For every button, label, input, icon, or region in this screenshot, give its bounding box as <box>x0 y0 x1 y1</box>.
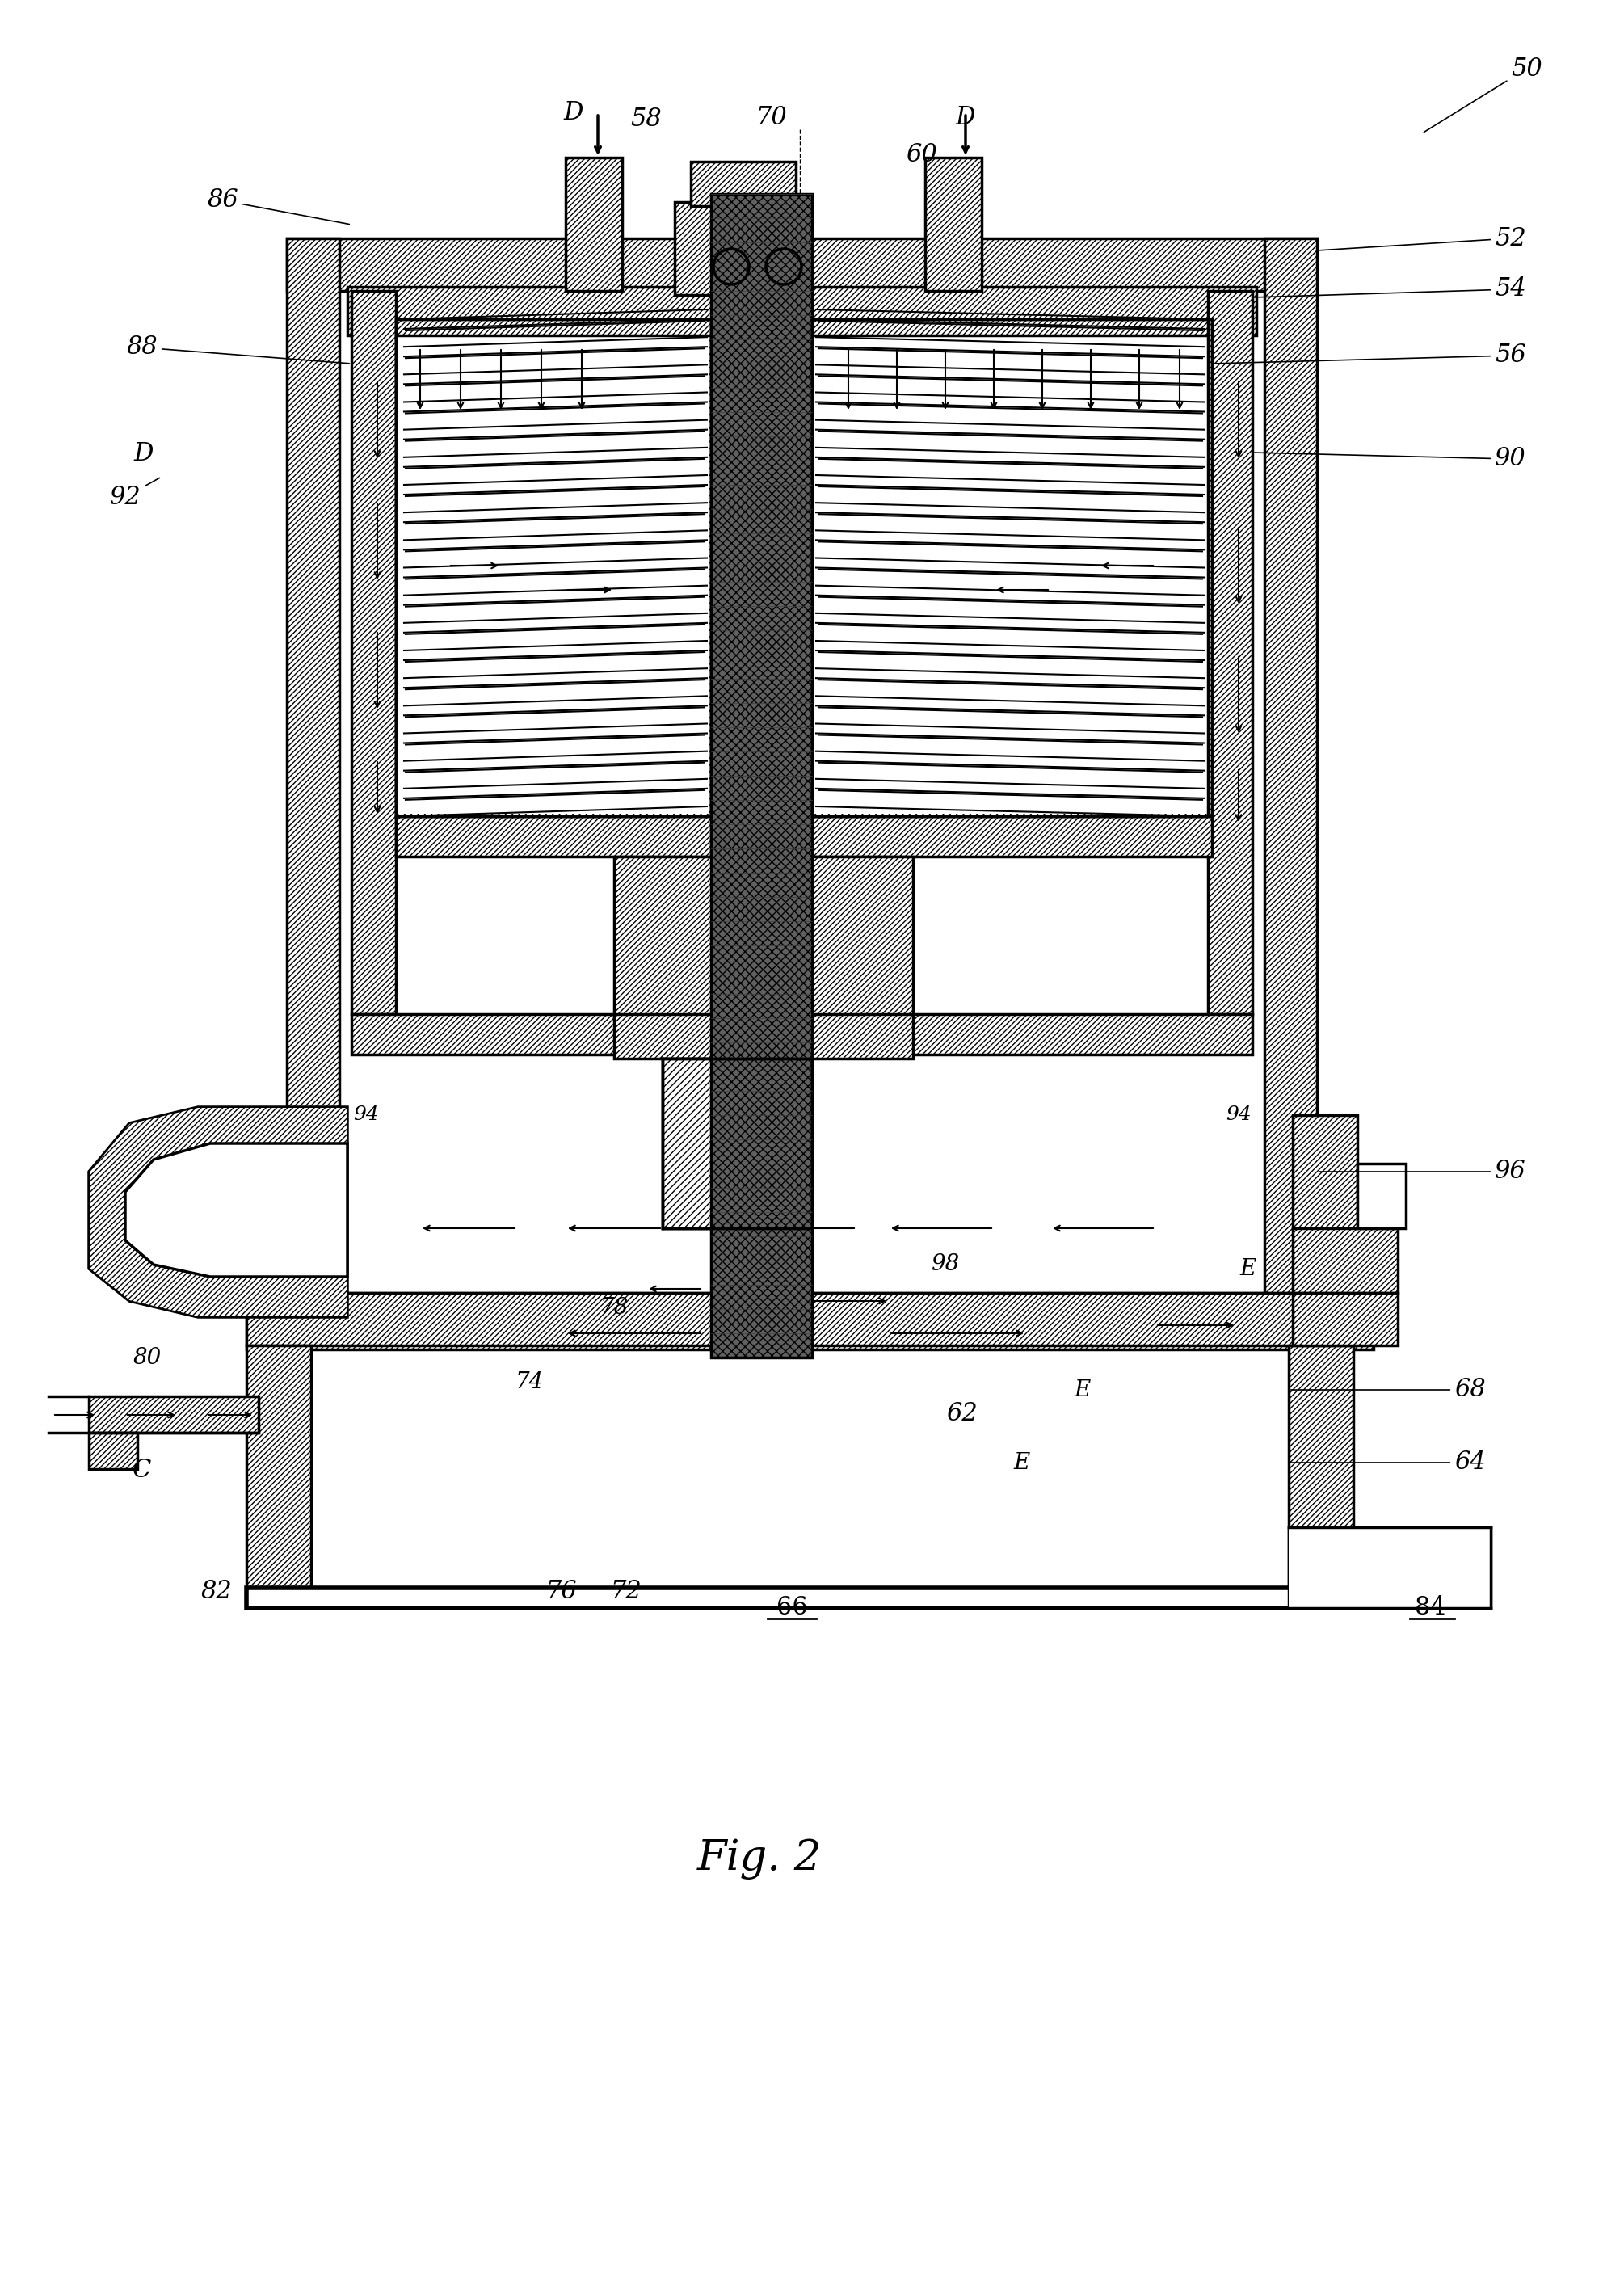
Bar <box>1293 1294 1398 1346</box>
Bar <box>398 322 708 814</box>
Bar <box>247 1294 1374 1349</box>
Polygon shape <box>89 1106 348 1317</box>
Text: 96: 96 <box>1319 1159 1527 1184</box>
Bar <box>926 158 981 290</box>
Text: 54: 54 <box>1255 277 1527 302</box>
Text: D: D <box>955 105 976 130</box>
Bar <box>247 1589 1353 1607</box>
Bar <box>89 1433 138 1470</box>
Bar <box>1293 1116 1358 1228</box>
Bar <box>812 320 1212 816</box>
Text: 78: 78 <box>599 1296 628 1319</box>
Bar <box>1358 1164 1406 1228</box>
Bar <box>614 1015 913 1058</box>
Bar <box>814 322 1210 814</box>
Bar <box>663 1058 812 1228</box>
Bar <box>1208 290 1252 1015</box>
Text: 74: 74 <box>515 1372 544 1392</box>
Text: 80: 80 <box>133 1346 161 1369</box>
Bar <box>812 816 1212 857</box>
Text: 66: 66 <box>776 1596 807 1621</box>
Text: E: E <box>1075 1378 1091 1401</box>
Bar <box>1293 1228 1398 1294</box>
Bar <box>663 1058 812 1228</box>
Text: 68: 68 <box>1291 1378 1486 1401</box>
Bar <box>396 320 711 816</box>
Text: 82: 82 <box>201 1580 232 1605</box>
Bar <box>812 320 1212 816</box>
Text: 98: 98 <box>931 1253 960 1276</box>
Text: 88: 88 <box>127 336 349 363</box>
Text: E: E <box>1013 1452 1030 1474</box>
Bar <box>396 320 711 816</box>
Bar <box>1289 1346 1353 1589</box>
Text: 70: 70 <box>755 105 788 130</box>
Bar <box>565 158 622 290</box>
Text: 64: 64 <box>1291 1449 1486 1474</box>
Text: 90: 90 <box>1255 446 1527 471</box>
Bar <box>812 320 1212 816</box>
Bar <box>690 162 796 206</box>
Text: 94: 94 <box>352 1106 378 1125</box>
Bar <box>711 194 812 1358</box>
Text: D: D <box>133 441 154 466</box>
Text: 86: 86 <box>206 187 349 224</box>
Bar <box>287 238 339 1326</box>
Text: 50: 50 <box>1424 57 1543 133</box>
Text: 72: 72 <box>611 1580 641 1605</box>
Text: 62: 62 <box>945 1401 978 1426</box>
Bar <box>1289 1527 1491 1607</box>
Bar <box>351 1015 1252 1054</box>
Bar <box>664 1061 810 1228</box>
Bar <box>396 320 711 816</box>
Text: 60: 60 <box>906 142 937 167</box>
Bar <box>664 1061 810 1228</box>
Bar <box>351 290 396 1015</box>
Bar <box>1265 238 1317 1326</box>
Bar <box>247 1294 1353 1346</box>
Bar <box>1289 1527 1491 1607</box>
Bar <box>287 238 1317 290</box>
Text: 92: 92 <box>109 478 159 510</box>
Text: 84: 84 <box>1415 1596 1445 1621</box>
Bar <box>812 857 913 1017</box>
Text: D: D <box>564 101 583 126</box>
Bar <box>89 1397 258 1433</box>
Text: E: E <box>1241 1257 1257 1280</box>
Polygon shape <box>89 1106 348 1317</box>
Text: 52: 52 <box>1319 226 1527 251</box>
Bar <box>348 286 1257 336</box>
Text: Fig. 2: Fig. 2 <box>697 1838 822 1879</box>
Text: 94: 94 <box>1226 1106 1252 1125</box>
Bar <box>674 201 812 295</box>
Bar <box>247 1346 312 1589</box>
Bar <box>614 857 715 1017</box>
Text: 56: 56 <box>1215 343 1527 368</box>
Bar <box>396 816 711 857</box>
Text: C: C <box>132 1458 151 1484</box>
Polygon shape <box>125 1143 348 1278</box>
Text: 58: 58 <box>630 107 663 133</box>
Text: 76: 76 <box>546 1580 577 1605</box>
